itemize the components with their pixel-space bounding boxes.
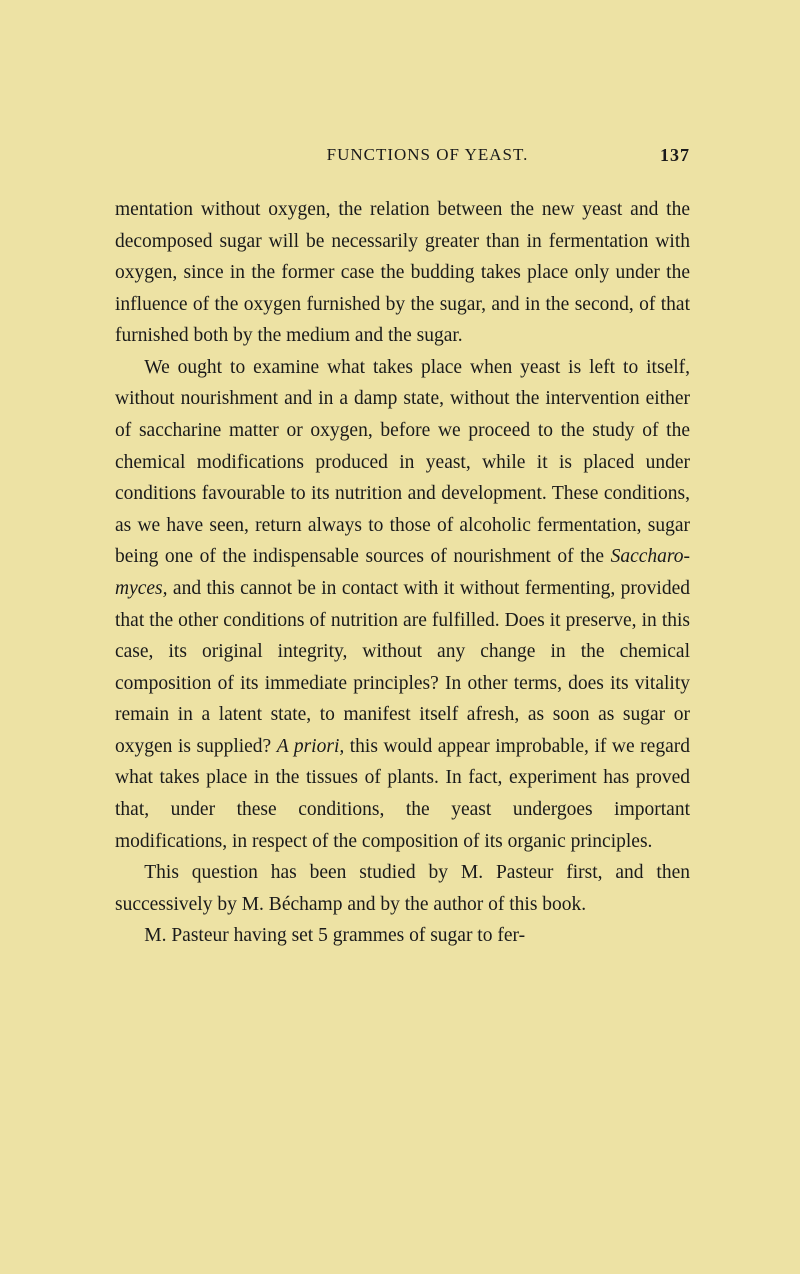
page-content: FUNCTIONS OF YEAST. 137 mentation withou…: [0, 0, 800, 1012]
paragraph-3: This question has been studied by M. Pas…: [115, 857, 690, 920]
p3-text: This question has been studied by M. Pas…: [115, 862, 690, 915]
p1-text: mentation without oxygen, the relation b…: [115, 199, 690, 346]
paragraph-2: We ought to examine what takes place whe…: [115, 352, 690, 857]
body-text: mentation without oxygen, the relation b…: [115, 194, 690, 952]
p4-text: M. Pasteur having set 5 grammes of sugar…: [144, 925, 525, 946]
paragraph-4: M. Pasteur having set 5 grammes of sugar…: [115, 920, 690, 952]
paragraph-1: mentation without oxygen, the relation b…: [115, 194, 690, 352]
p2-a: We ought to examine what takes place whe…: [115, 357, 690, 567]
running-title: FUNCTIONS OF YEAST.: [115, 145, 660, 166]
p2-italic-2: A priori,: [277, 736, 344, 757]
page-header: FUNCTIONS OF YEAST. 137: [115, 145, 690, 166]
p2-b: and this cannot be in contact with it wi…: [115, 578, 690, 757]
page-number: 137: [660, 145, 690, 166]
